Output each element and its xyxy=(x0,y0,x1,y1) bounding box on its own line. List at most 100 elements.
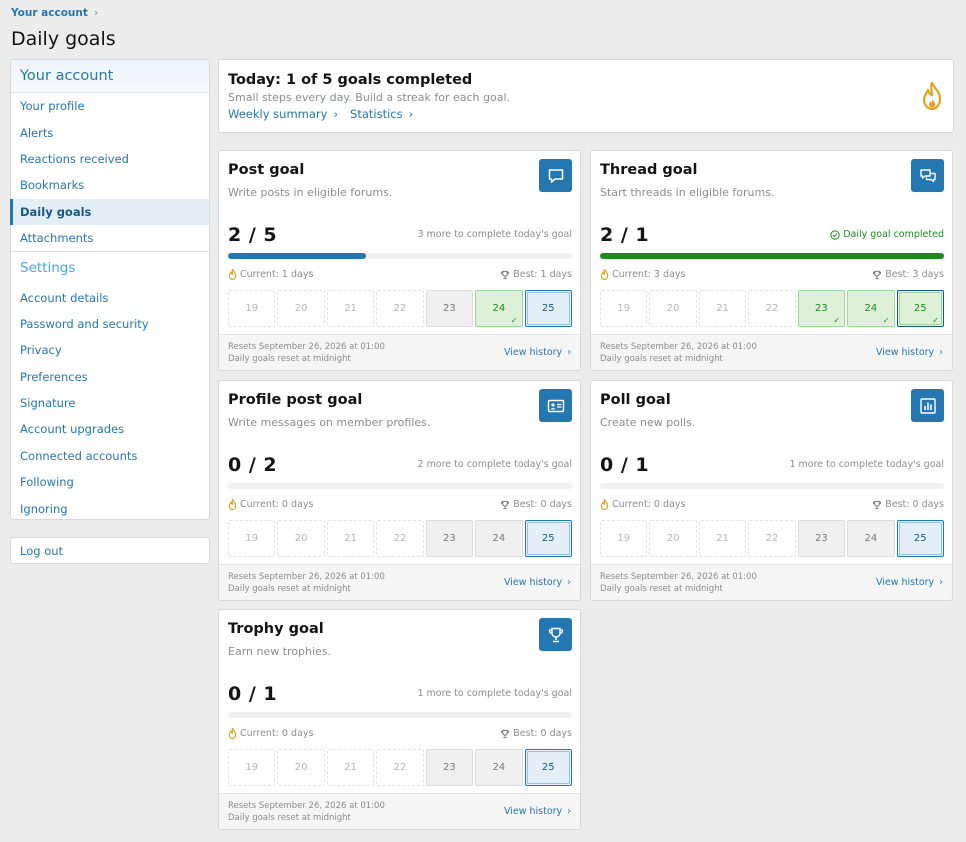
goal-footer: Resets September 26, 2026 at 01:00 Daily … xyxy=(591,334,952,370)
day-cell: 19 xyxy=(600,520,648,557)
sidebar-item-reactions-received[interactable]: Reactions received xyxy=(20,151,129,166)
best-streak: Best: 0 days xyxy=(500,499,572,510)
goal-title: Profile post goal xyxy=(228,392,363,408)
chevron-right-icon: › xyxy=(408,107,414,121)
reset-time: Resets September 26, 2026 at 01:00 xyxy=(600,342,757,352)
sidebar-item-preferences[interactable]: Preferences xyxy=(20,369,88,384)
best-streak: Best: 0 days xyxy=(872,499,944,510)
view-history-link[interactable]: View history › xyxy=(503,347,571,358)
view-history-link[interactable]: View history › xyxy=(875,577,943,588)
reset-note: Daily goals reset at midnight xyxy=(600,354,723,364)
day-cell: 21 xyxy=(698,290,747,327)
day-cell: 22 xyxy=(376,290,424,327)
goal-progress-bar xyxy=(228,483,572,489)
day-cell: 24 xyxy=(475,749,523,786)
goal-footer: Resets September 26, 2026 at 01:00 Daily … xyxy=(219,334,580,370)
day-cell: 23 xyxy=(425,520,474,557)
goal-card-thread-goal: Thread goal Start threads in eligible for… xyxy=(590,150,953,371)
breadcrumb-link[interactable]: Your account xyxy=(11,6,88,19)
goal-status: 1 more to complete today's goal xyxy=(789,459,944,470)
id-card-icon xyxy=(539,389,572,422)
sidebar-item-alerts[interactable]: Alerts xyxy=(20,125,54,140)
goal-card-post-goal: Post goal Write posts in eligible forums.… xyxy=(218,150,581,371)
sidebar-divider xyxy=(11,251,209,253)
chevron-right-icon: › xyxy=(567,347,571,358)
check-icon: ✓ xyxy=(833,316,841,325)
sidebar-item-signature[interactable]: Signature xyxy=(20,396,76,411)
day-cell: 22 xyxy=(748,520,796,557)
chevron-right-icon: › xyxy=(93,6,99,19)
day-cell: 21 xyxy=(326,749,375,786)
check-circle-icon xyxy=(830,229,840,240)
sidebar-header[interactable]: Your account xyxy=(11,60,209,93)
sidebar-settings-header: Settings xyxy=(20,260,76,277)
day-cell: 19 xyxy=(228,520,276,557)
speech-bubble-icon xyxy=(539,159,572,192)
goal-card-profile-post-goal: Profile post goal Write messages on membe… xyxy=(218,380,581,601)
sidebar-item-attachments[interactable]: Attachments xyxy=(20,231,94,246)
trophy-icon xyxy=(501,270,510,279)
sidebar-item-connected-accounts[interactable]: Connected accounts xyxy=(20,448,138,463)
logout-button[interactable]: Log out xyxy=(10,537,210,564)
day-cell: 24 xyxy=(847,520,895,557)
goal-progress-bar xyxy=(600,483,944,489)
sidebar-item-password-and-security[interactable]: Password and security xyxy=(20,316,149,331)
best-streak: Best: 1 days xyxy=(500,269,572,280)
view-history-link[interactable]: View history › xyxy=(503,577,571,588)
sidebar-item-daily-goals[interactable]: Daily goals xyxy=(10,198,209,226)
goal-progress-bar xyxy=(228,253,572,259)
sidebar-item-your-profile[interactable]: Your profile xyxy=(20,99,85,114)
chevron-right-icon: › xyxy=(939,577,943,588)
flame-icon xyxy=(600,499,609,510)
sidebar-item-following[interactable]: Following xyxy=(20,475,74,490)
goal-progress-fill xyxy=(600,253,944,259)
reset-time: Resets September 26, 2026 at 01:00 xyxy=(228,801,385,811)
goal-description: Write posts in eligible forums. xyxy=(228,186,393,199)
reset-note: Daily goals reset at midnight xyxy=(228,813,351,823)
goals-summary: Today: 1 of 5 goals completed Small step… xyxy=(218,59,954,133)
statistics-link[interactable]: Statistics › xyxy=(350,107,414,121)
day-cell: 23 xyxy=(425,290,474,327)
best-streak: Best: 0 days xyxy=(500,728,572,739)
flame-icon xyxy=(228,269,237,280)
day-cell: 19 xyxy=(600,290,648,327)
sidebar-item-ignoring[interactable]: Ignoring xyxy=(20,501,68,516)
flame-icon xyxy=(600,269,609,280)
day-cell: 21 xyxy=(698,520,747,557)
flame-icon xyxy=(228,728,237,739)
reset-note: Daily goals reset at midnight xyxy=(600,584,723,594)
day-cell: 23 xyxy=(797,520,846,557)
day-cell: 24 ✓ xyxy=(847,290,895,327)
view-history-link[interactable]: View history › xyxy=(875,347,943,358)
goal-title: Thread goal xyxy=(600,162,698,178)
goal-title: Trophy goal xyxy=(228,621,324,637)
day-cell: 21 xyxy=(326,290,375,327)
flame-icon xyxy=(228,499,237,510)
current-streak: Current: 3 days xyxy=(600,269,685,280)
day-cell: 21 xyxy=(326,520,375,557)
best-streak: Best: 3 days xyxy=(872,269,944,280)
chevron-right-icon: › xyxy=(567,577,571,588)
goal-description: Create new polls. xyxy=(600,416,696,429)
chevron-right-icon: › xyxy=(333,107,339,121)
goal-title: Post goal xyxy=(228,162,305,178)
breadcrumb[interactable]: Your account › xyxy=(11,6,98,19)
day-cell: 20 xyxy=(277,290,325,327)
reset-note: Daily goals reset at midnight xyxy=(228,354,351,364)
day-cell: 19 xyxy=(228,749,276,786)
chevron-right-icon: › xyxy=(567,806,571,817)
sidebar-item-account-details[interactable]: Account details xyxy=(20,290,109,305)
goal-description: Write messages on member profiles. xyxy=(228,416,431,429)
sidebar-item-bookmarks[interactable]: Bookmarks xyxy=(20,178,85,193)
sidebar-item-account-upgrades[interactable]: Account upgrades xyxy=(20,422,125,437)
current-streak: Current: 0 days xyxy=(600,499,685,510)
trophy-icon xyxy=(501,729,510,738)
day-history: 19 20 21 22 23 24 25 xyxy=(228,520,572,558)
day-cell: 25 ✓ xyxy=(896,290,944,327)
goal-status: 1 more to complete today's goal xyxy=(417,688,572,699)
goal-count: 0 / 1 xyxy=(228,683,278,705)
view-history-link[interactable]: View history › xyxy=(503,806,571,817)
day-cell: 25 xyxy=(524,749,572,786)
weekly-summary-link[interactable]: Weekly summary › xyxy=(228,107,339,121)
sidebar-item-privacy[interactable]: Privacy xyxy=(20,343,62,358)
